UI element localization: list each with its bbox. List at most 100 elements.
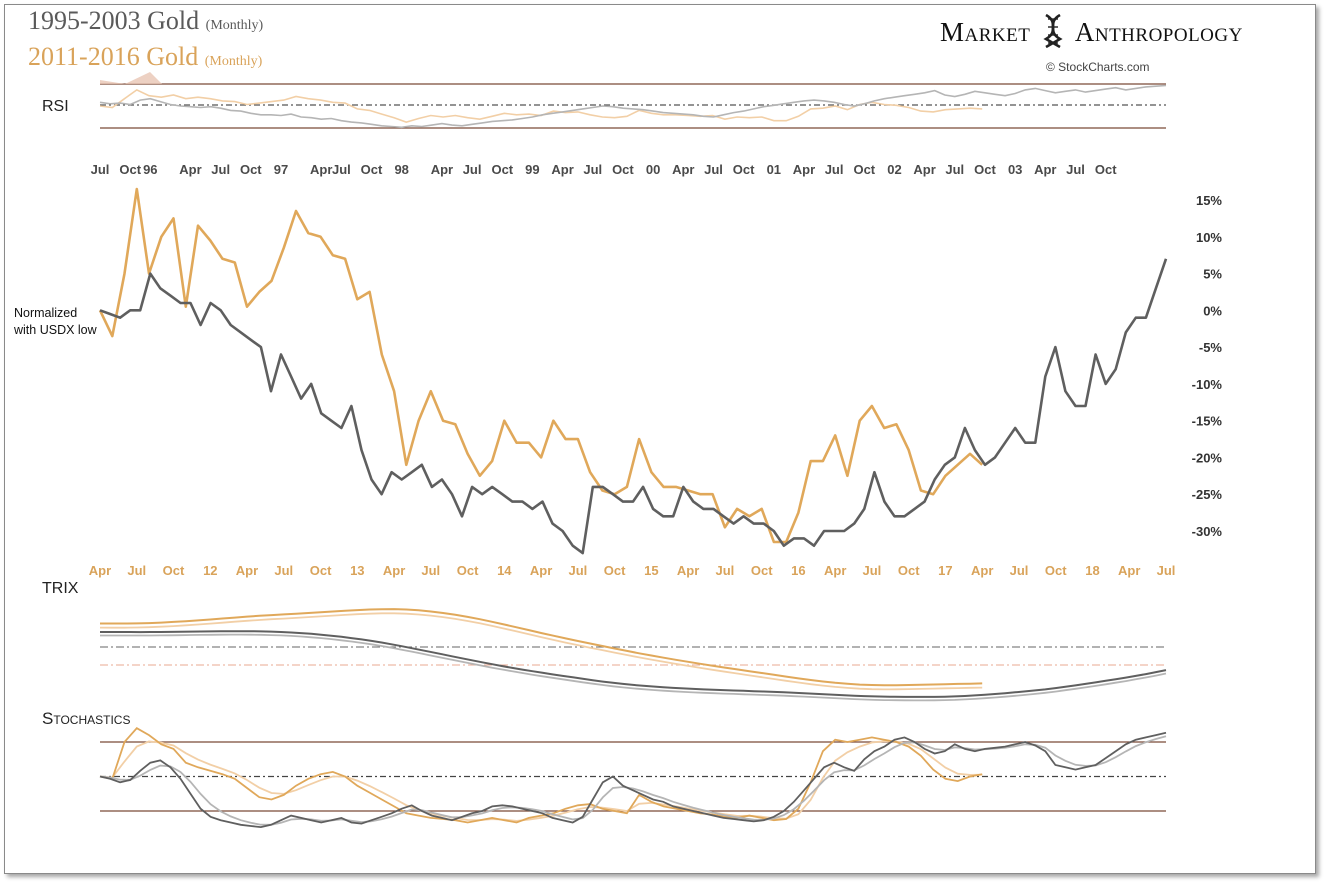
- x-top-tick-label: Oct: [491, 162, 513, 177]
- trix-line-2011: [100, 608, 983, 687]
- x-top-tick-label: Jul: [945, 162, 964, 177]
- x-bottom-tick-label: 13: [350, 563, 364, 578]
- x-top-tick-label: Oct: [733, 162, 755, 177]
- x-bottom-tick-label: 18: [1085, 563, 1099, 578]
- x-top-tick-label: Apr: [793, 162, 815, 177]
- x-top-tick-label: Oct: [240, 162, 262, 177]
- y-tick-label: 0%: [1203, 303, 1222, 318]
- normalized-annotation: Normalized with USDX low: [14, 305, 97, 339]
- normalized-line-1: Normalized: [14, 306, 78, 320]
- y-tick-label: -25%: [1192, 487, 1223, 502]
- x-top-tick-label: 03: [1008, 162, 1022, 177]
- rsi-label: RSI: [42, 98, 69, 115]
- stoch-d-2011: [99, 740, 983, 822]
- rsi-overbought-shade: [100, 72, 162, 84]
- x-top-tick-label: Apr: [179, 162, 201, 177]
- x-top-tick-label: Oct: [361, 162, 383, 177]
- x-bottom-tick-label: 15: [644, 563, 658, 578]
- dna-icon: [1042, 14, 1063, 48]
- x-bottom-tick-label: Jul: [421, 563, 440, 578]
- x-bottom-tick-label: Oct: [751, 563, 773, 578]
- trix-line-1995: [100, 630, 1167, 698]
- title-1995-text: 1995-2003 Gold: [28, 6, 200, 35]
- x-bottom-tick-label: Apr: [89, 563, 111, 578]
- x-bottom-tick-label: Apr: [971, 563, 993, 578]
- x-bottom-tick-label: Jul: [716, 563, 735, 578]
- x-top-tick-label: 97: [274, 162, 288, 177]
- line-gold-1995-2003: [99, 258, 1168, 555]
- x-top-tick-label: Apr: [310, 162, 332, 177]
- x-top-tick-label: Oct: [119, 162, 141, 177]
- x-top-tick-label: Oct: [974, 162, 996, 177]
- x-axis-bottom-2011: Apr Jul Oct 12 Apr Jul Oct 13 Apr Jul Oct 14 Apr Jul O…: [89, 563, 1176, 578]
- stochastics-panel: [99, 727, 1167, 829]
- title-2011-2016: 2011-2016 Gold (Monthly): [28, 42, 262, 72]
- y-tick-label: 15%: [1196, 193, 1222, 208]
- stochastics-label: Stochastics: [42, 709, 131, 728]
- x-top-tick-label: Oct: [853, 162, 875, 177]
- stockcharts-credit: © StockCharts.com: [1046, 60, 1150, 74]
- x-top-tick-label: Oct: [1095, 162, 1117, 177]
- x-top-tick-label: Jul: [332, 162, 351, 177]
- y-tick-label: -20%: [1192, 450, 1223, 465]
- x-bottom-tick-label: 14: [497, 563, 512, 578]
- x-bottom-tick-label: Oct: [163, 563, 185, 578]
- stoch-k-1995: [99, 731, 1167, 829]
- x-top-tick-label: Jul: [825, 162, 844, 177]
- x-top-tick-label: Apr: [551, 162, 573, 177]
- x-axis-top-1995: Jul Oct 96 Apr Jul Oct 97 Apr Jul Oct 98 Apr Jul Oct 9…: [91, 162, 1118, 177]
- x-bottom-tick-label: Oct: [898, 563, 920, 578]
- rsi-panel: [99, 72, 1167, 129]
- title-2011-note: (Monthly): [204, 54, 263, 69]
- trix-panel: [99, 608, 1167, 702]
- title-1995-note: (Monthly): [205, 18, 264, 33]
- brand-right-text: Anthropology: [1074, 17, 1243, 47]
- x-bottom-tick-label: Jul: [569, 563, 588, 578]
- trix-label: TRIX: [42, 580, 79, 597]
- brand-logo: Market Anthropology: [940, 14, 1243, 48]
- trix-signal-1995: [100, 633, 1167, 702]
- x-top-tick-label: Apr: [431, 162, 453, 177]
- chart-frame: [4, 4, 1316, 874]
- x-bottom-tick-label: Jul: [1157, 563, 1176, 578]
- x-top-tick-label: Apr: [672, 162, 694, 177]
- y-axis-percent: 15% 10% 5% 0% -5% -10% -15% -20% -25% -30%: [1192, 193, 1223, 539]
- x-top-tick-label: Apr: [913, 162, 935, 177]
- x-top-tick-label: 02: [887, 162, 901, 177]
- x-bottom-tick-label: 12: [203, 563, 217, 578]
- x-bottom-tick-label: Jul: [274, 563, 293, 578]
- x-top-tick-label: 99: [525, 162, 539, 177]
- x-bottom-tick-label: Jul: [1010, 563, 1029, 578]
- x-top-tick-label: 98: [394, 162, 408, 177]
- x-bottom-tick-label: Apr: [383, 563, 405, 578]
- x-bottom-tick-label: Oct: [457, 563, 479, 578]
- x-bottom-tick-label: Apr: [824, 563, 846, 578]
- x-bottom-tick-label: Jul: [127, 563, 146, 578]
- x-top-tick-label: 00: [646, 162, 660, 177]
- y-tick-label: 10%: [1196, 230, 1222, 245]
- x-top-tick-label: Jul: [1066, 162, 1085, 177]
- x-top-tick-label: Jul: [583, 162, 602, 177]
- title-2011-text: 2011-2016 Gold: [28, 42, 199, 71]
- y-tick-label: -15%: [1192, 414, 1223, 429]
- x-bottom-tick-label: 17: [938, 563, 952, 578]
- x-bottom-tick-label: Jul: [863, 563, 882, 578]
- title-1995-2003: 1995-2003 Gold (Monthly): [28, 6, 263, 36]
- normalized-line-2: with USDX low: [14, 323, 97, 337]
- trix-signal-2011: [99, 612, 983, 691]
- y-tick-label: -10%: [1192, 377, 1223, 392]
- x-top-tick-label: 01: [767, 162, 781, 177]
- stoch-k-2011: [99, 727, 983, 824]
- x-top-tick-label: Jul: [704, 162, 723, 177]
- line-gold-2011-2016: [98, 187, 984, 544]
- x-bottom-tick-label: Apr: [1118, 563, 1140, 578]
- x-top-tick-label: Apr: [1034, 162, 1056, 177]
- x-bottom-tick-label: Apr: [530, 563, 552, 578]
- x-bottom-tick-label: Oct: [310, 563, 332, 578]
- x-bottom-tick-label: Oct: [1045, 563, 1067, 578]
- x-top-tick-label: Jul: [211, 162, 230, 177]
- x-top-tick-label: Jul: [463, 162, 482, 177]
- x-top-tick-label: 96: [143, 162, 157, 177]
- main-price-panel: [98, 187, 1168, 555]
